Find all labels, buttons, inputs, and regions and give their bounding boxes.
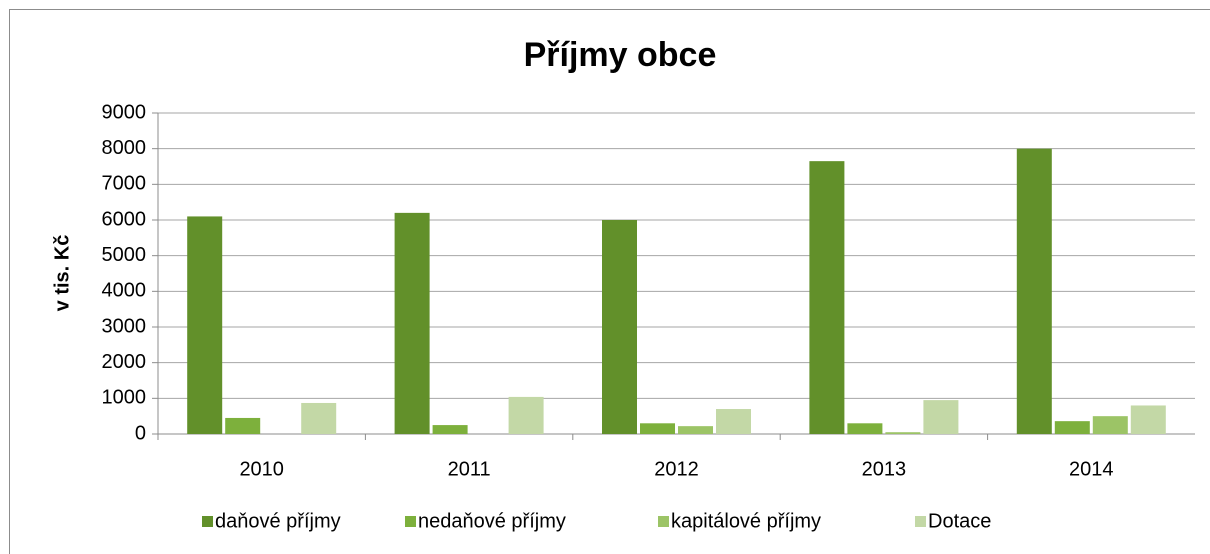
bar [678, 426, 713, 434]
y-tick-label: 6000 [102, 208, 147, 230]
legend-label: daňové příjmy [215, 510, 341, 532]
x-tick-label: 2014 [1069, 458, 1114, 480]
y-tick-label: 4000 [102, 280, 147, 302]
legend-marker [405, 516, 416, 527]
x-tick-label: 2013 [862, 458, 907, 480]
bar [225, 417, 261, 434]
bar [1054, 421, 1090, 434]
x-tick-label: 2011 [448, 458, 491, 480]
x-tick-label: 2012 [654, 458, 699, 480]
bar [508, 396, 544, 434]
bar [602, 220, 637, 434]
bar [640, 423, 675, 434]
bar [847, 423, 883, 434]
bar [187, 216, 223, 434]
bar [885, 432, 921, 434]
legend-marker [915, 516, 926, 527]
legend-label: Dotace [928, 510, 991, 532]
y-tick-label: 1000 [102, 387, 147, 409]
bar [432, 425, 468, 434]
legend-label: kapitálové příjmy [671, 510, 821, 532]
y-axis-label: v tis. Kč [51, 235, 73, 312]
bar [809, 161, 845, 434]
bar [1092, 416, 1128, 434]
y-tick-label: 5000 [102, 244, 147, 266]
bar [923, 400, 959, 434]
y-tick-label: 3000 [102, 315, 147, 337]
legend-marker [658, 516, 669, 527]
legend-marker [202, 516, 213, 527]
bar [716, 409, 751, 434]
y-tick-label: 7000 [102, 173, 147, 195]
y-tick-label: 2000 [102, 351, 147, 373]
legend-label: nedaňové příjmy [418, 510, 566, 532]
y-tick-label: 0 [135, 422, 146, 444]
bar [1130, 405, 1166, 434]
y-tick-label: 9000 [102, 101, 147, 123]
bar [1016, 148, 1052, 434]
bar [394, 212, 430, 434]
y-tick-label: 8000 [102, 137, 147, 159]
x-tick-label: 2010 [239, 458, 284, 480]
chart-title: Příjmy obce [524, 36, 717, 74]
bar [301, 402, 337, 434]
